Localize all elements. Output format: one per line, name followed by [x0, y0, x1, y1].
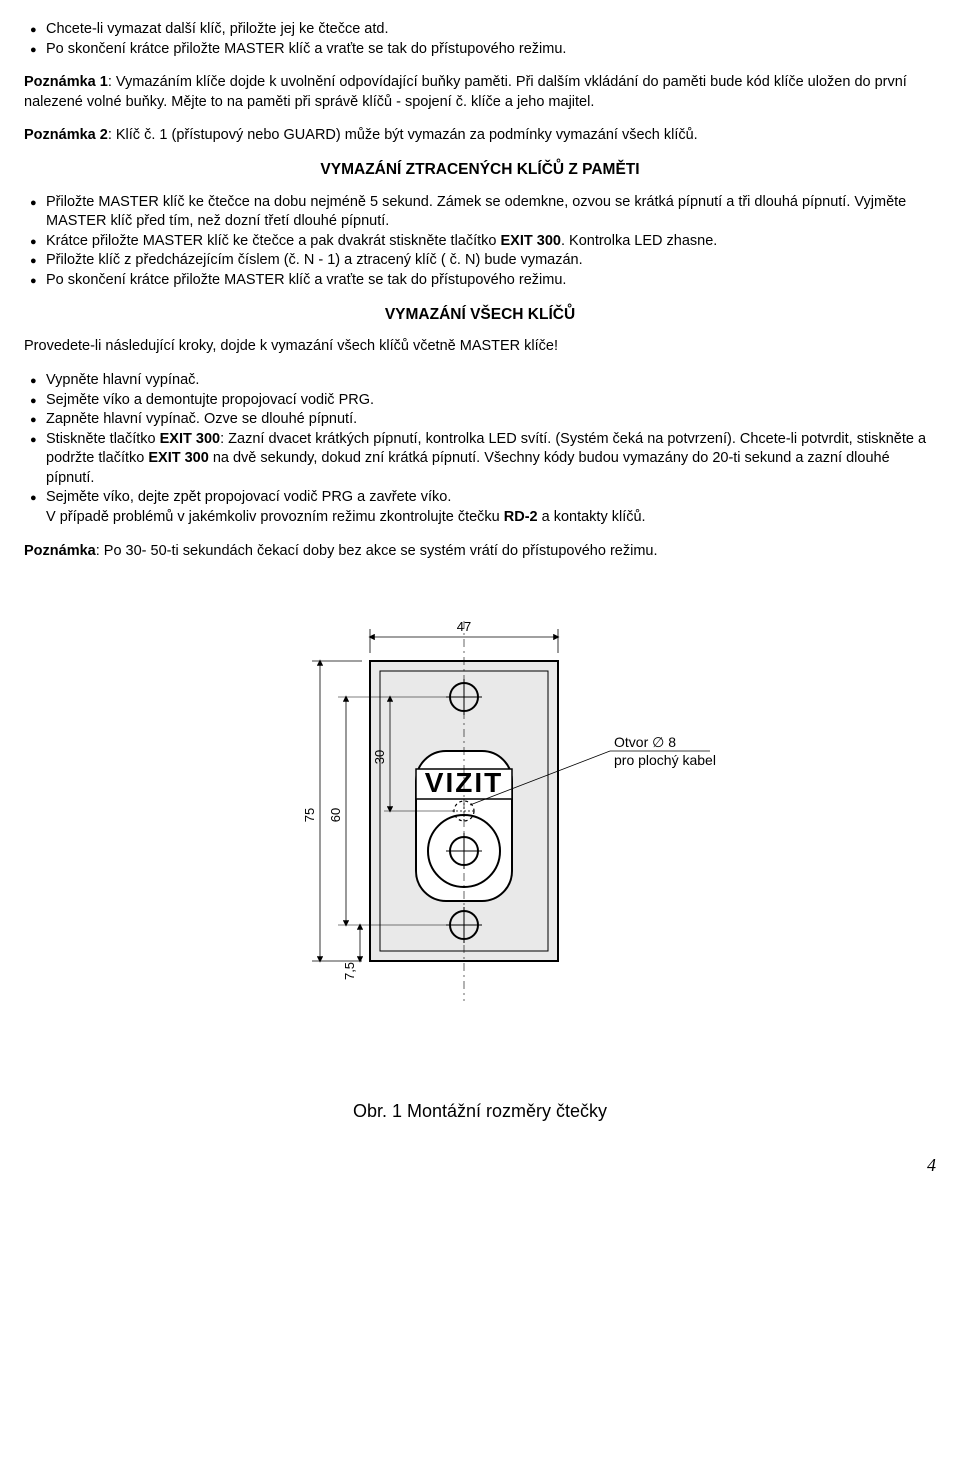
dim-30: 30: [372, 750, 387, 764]
all-keys-intro: Provedete-li následující kroky, dojde k …: [24, 337, 936, 357]
hole-label-line1: Otvor ∅ 8: [614, 734, 676, 750]
dim-47: 47: [457, 619, 471, 634]
dim-75: 75: [302, 808, 317, 822]
list-item: Po skončení krátce přiložte MASTER klíč …: [24, 271, 936, 291]
list-item: Zapněte hlavní vypínač. Ozve se dlouhé p…: [24, 410, 936, 430]
heading-lost-keys: VYMAZÁNÍ ZTRACENÝCH KLÍČŮ Z PAMĚTI: [24, 160, 936, 181]
dim-7-5: 7,5: [342, 962, 357, 980]
list-item: Sejměte víko a demontujte propojovací vo…: [24, 391, 936, 411]
note-3-label: Poznámka: [24, 543, 96, 559]
text: a kontakty klíčů.: [538, 509, 646, 525]
bold-text: EXIT 300: [160, 431, 220, 447]
text: Sejměte víko, dejte zpět propojovací vod…: [46, 489, 451, 505]
note-2: Poznámka 2: Klíč č. 1 (přístupový nebo G…: [24, 126, 936, 146]
list-item: Sejměte víko, dejte zpět propojovací vod…: [24, 488, 936, 527]
page-number: 4: [24, 1153, 936, 1177]
top-bullet-list: Chcete-li vymazat další klíč, přiložte j…: [24, 20, 936, 59]
all-keys-list: Vypněte hlavní vypínač. Sejměte víko a d…: [24, 371, 936, 528]
note-2-text: : Klíč č. 1 (přístupový nebo GUARD) může…: [108, 127, 698, 143]
list-item: Přiložte MASTER klíč ke čtečce na dobu n…: [24, 193, 936, 232]
note-1-text: : Vymazáním klíče dojde k uvolnění odpov…: [24, 74, 907, 110]
list-item: Přiložte klíč z předcházejícím číslem (č…: [24, 251, 936, 271]
bold-text: EXIT 300: [501, 233, 561, 249]
figure-caption: Obr. 1 Montážní rozměry čtečky: [24, 1099, 936, 1123]
note-3: Poznámka: Po 30- 50-ti sekundách čekací …: [24, 542, 936, 562]
figure-wrapper: VIZIT 47 75 60: [24, 601, 936, 1123]
list-item: Po skončení krátce přiložte MASTER klíč …: [24, 40, 936, 60]
hole-label-line2: pro plochý kabel: [614, 752, 716, 768]
text: . Kontrolka LED zhasne.: [561, 233, 717, 249]
dim-60: 60: [328, 808, 343, 822]
heading-all-keys: VYMAZÁNÍ VŠECH KLÍČŮ: [24, 305, 936, 326]
bold-text: EXIT 300: [148, 450, 208, 466]
note-3-text: : Po 30- 50-ti sekundách čekací doby bez…: [96, 543, 658, 559]
list-item: Krátce přiložte MASTER klíč ke čtečce a …: [24, 232, 936, 252]
list-item: Stiskněte tlačítko EXIT 300: Zazní dvace…: [24, 430, 936, 489]
list-item: Chcete-li vymazat další klíč, přiložte j…: [24, 20, 936, 40]
text: Stiskněte tlačítko: [46, 431, 160, 447]
list-item: Vypněte hlavní vypínač.: [24, 371, 936, 391]
lost-keys-list: Přiložte MASTER klíč ke čtečce na dobu n…: [24, 193, 936, 291]
bold-text: RD-2: [504, 509, 538, 525]
note-2-label: Poznámka 2: [24, 127, 108, 143]
text: V případě problémů v jakémkoliv provozní…: [46, 509, 504, 525]
text: Krátce přiložte MASTER klíč ke čtečce a …: [46, 233, 501, 249]
note-1: Poznámka 1: Vymazáním klíče dojde k uvol…: [24, 73, 936, 112]
reader-dimensions-diagram: VIZIT 47 75 60: [200, 601, 760, 1081]
note-1-label: Poznámka 1: [24, 74, 108, 90]
